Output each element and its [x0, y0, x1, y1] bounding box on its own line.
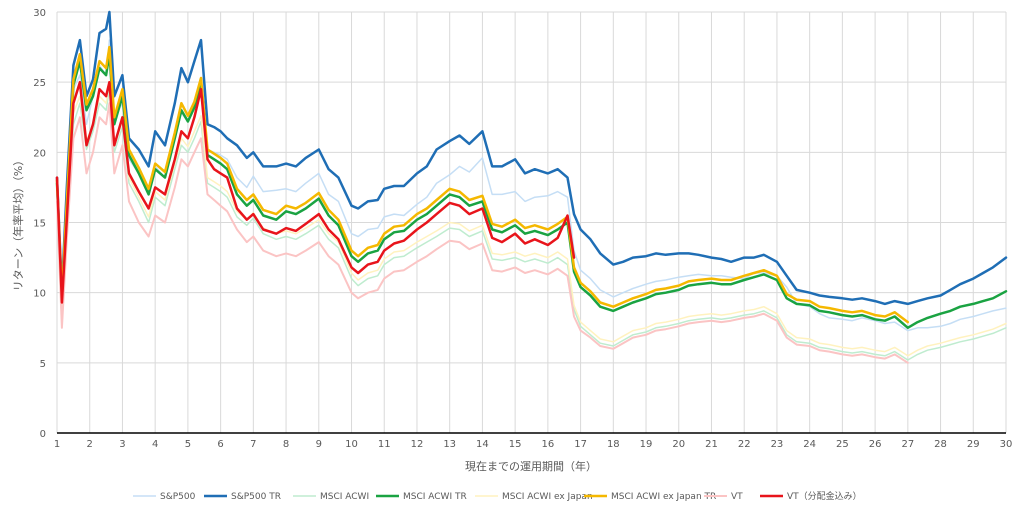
x-tick-labels: 1 2 3 4 5 6 7 8 9 10 11 12 13 14 15 16 17 18 19 20 21 22 23 24 2… — [54, 439, 1013, 450]
x-tick-label: 13 — [443, 439, 456, 450]
y-tick-labels: 0 5 10 15 20 25 30 — [33, 8, 46, 440]
x-tick-label: 27 — [901, 439, 914, 450]
series-line-4 — [56, 81, 1007, 357]
x-tick-label: 14 — [476, 439, 489, 450]
legend-label: S&P500 TR — [231, 492, 281, 502]
x-tick-label: 21 — [705, 439, 718, 450]
x-tick-label: 1 — [54, 439, 60, 450]
x-axis-title: 現在までの運用期間（年） — [465, 459, 597, 473]
x-tick-label: 16 — [541, 439, 554, 450]
x-tick-label: 8 — [283, 439, 289, 450]
legend-label: MSCI ACWI — [320, 492, 369, 502]
series-line-5 — [55, 45, 910, 324]
x-tick-label: 28 — [934, 439, 947, 450]
x-tick-label: 24 — [803, 439, 816, 450]
gridlines — [56, 11, 1007, 433]
x-tick-label: 19 — [640, 439, 653, 450]
x-tick-label: 5 — [185, 439, 191, 450]
x-tick-label: 26 — [869, 439, 882, 450]
y-tick-label: 30 — [33, 8, 46, 19]
x-tick-label: 23 — [771, 439, 784, 450]
x-tick-label: 15 — [509, 439, 522, 450]
x-tick-label: 7 — [250, 439, 256, 450]
series-line-2 — [56, 88, 1007, 361]
legend-label: MSCI ACWI TR — [403, 492, 467, 502]
y-tick-label: 0 — [40, 429, 46, 440]
y-tick-label: 15 — [33, 219, 46, 230]
series-lines — [55, 10, 1008, 364]
y-tick-label: 10 — [33, 289, 46, 300]
series-line-7 — [55, 80, 576, 304]
legend-label: MSCI ACWI ex Japan TR — [611, 492, 716, 502]
series-line-3 — [55, 52, 1008, 330]
x-tick-label: 3 — [119, 439, 125, 450]
x-tick-label: 17 — [574, 439, 587, 450]
legend-label: S&P500 — [160, 492, 196, 502]
x-tick-label: 18 — [607, 439, 620, 450]
y-tick-label: 25 — [33, 78, 46, 89]
x-tick-label: 25 — [836, 439, 849, 450]
x-tick-label: 6 — [217, 439, 223, 450]
x-tick-label: 29 — [967, 439, 980, 450]
x-tick-label: 11 — [378, 439, 391, 450]
series-line-6 — [56, 102, 909, 364]
x-tick-label: 4 — [152, 439, 158, 450]
legend-label: MSCI ACWI ex Japan — [502, 492, 593, 502]
x-tick-label: 12 — [411, 439, 424, 450]
legend-label: VT — [731, 492, 743, 502]
y-axis-title: リターン（年率平均）（%） — [11, 155, 25, 291]
x-tick-label: 9 — [316, 439, 322, 450]
y-tick-label: 5 — [40, 359, 46, 370]
legend-label: VT（分配金込み） — [787, 490, 862, 502]
x-tick-label: 20 — [672, 439, 685, 450]
legend: S&P500 S&P500 TR MSCI ACWI MSCI ACWI TR MSCI… — [133, 490, 862, 502]
y-tick-label: 20 — [33, 148, 46, 159]
x-tick-label: 2 — [87, 439, 93, 450]
x-tick-label: 22 — [738, 439, 751, 450]
x-tick-label: 10 — [345, 439, 358, 450]
x-tick-label: 30 — [1000, 439, 1013, 450]
series-line-1 — [55, 10, 1008, 306]
